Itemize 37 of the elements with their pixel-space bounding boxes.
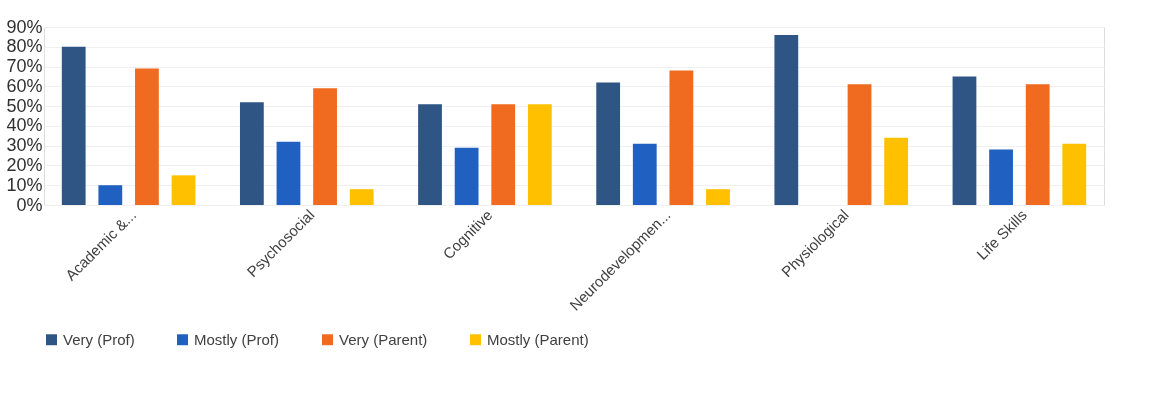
y-tick-label: 40% — [6, 115, 43, 136]
bar — [632, 143, 657, 205]
bar — [239, 102, 264, 205]
bar — [418, 104, 442, 205]
y-tick-label: 10% — [6, 174, 43, 195]
legend-label: Very (Parent) — [339, 330, 428, 348]
y-tick-label: 0% — [16, 194, 43, 215]
y-tick-label: 30% — [6, 135, 43, 156]
bar — [349, 189, 374, 205]
y-tick-label: 20% — [6, 154, 43, 175]
bar — [706, 189, 730, 205]
bar — [276, 141, 301, 205]
bar — [491, 104, 516, 205]
bar — [313, 88, 337, 205]
y-tick-label: 50% — [6, 95, 43, 116]
y-tick-label: 80% — [6, 36, 43, 57]
bar — [989, 149, 1013, 205]
bar — [98, 185, 123, 205]
y-tick-label: 60% — [6, 75, 43, 96]
bar — [1025, 84, 1050, 205]
bar — [596, 82, 621, 205]
legend-label: Mostly (Parent) — [487, 330, 589, 348]
bar — [847, 84, 872, 205]
bar — [1062, 143, 1087, 205]
bar — [135, 68, 159, 205]
y-tick-label: 70% — [6, 56, 43, 77]
bar — [774, 34, 799, 205]
bar — [527, 104, 552, 205]
bar — [171, 175, 196, 205]
bar — [952, 76, 977, 205]
y-tick-label: 90% — [6, 16, 43, 37]
bar — [669, 70, 694, 205]
bar — [884, 137, 909, 205]
bar — [454, 147, 479, 205]
legend-label: Mostly (Prof) — [194, 330, 280, 348]
legend-label: Very (Prof) — [63, 330, 135, 348]
bar — [61, 46, 86, 205]
